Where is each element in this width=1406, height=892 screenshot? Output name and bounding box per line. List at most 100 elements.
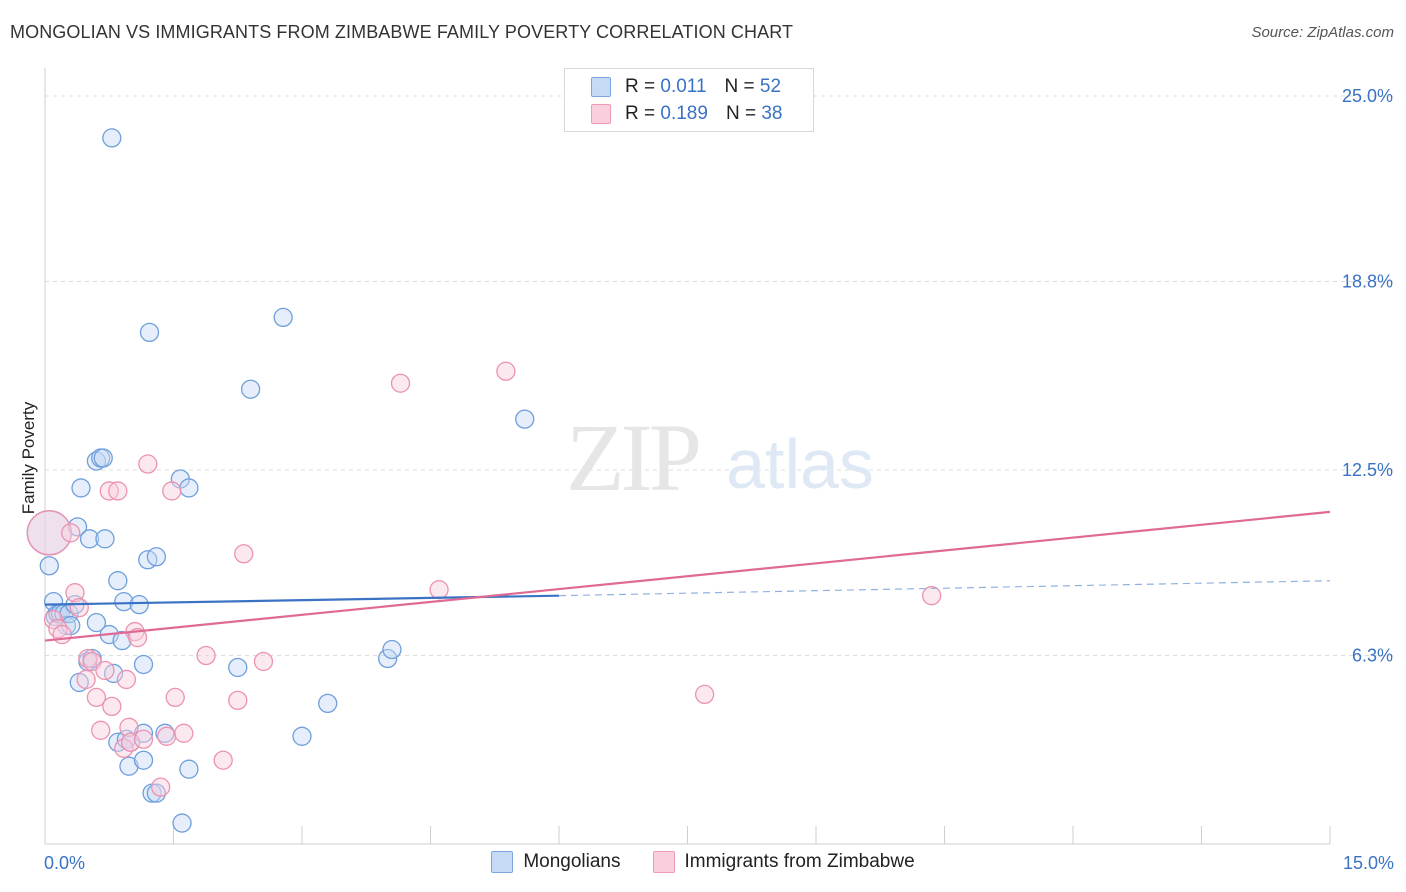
zimbabwe-point: [26, 510, 72, 556]
legend-row-mongolians: R = 0.011 N = 52: [591, 75, 781, 99]
mongolian-point: [79, 529, 100, 549]
mongolian-point: [382, 639, 402, 660]
zimbabwe-point: [196, 645, 216, 666]
zimbabwe-point: [228, 690, 248, 711]
y-axis-label: Family Poverty: [19, 401, 38, 515]
zimbabwe-point: [86, 687, 107, 708]
zimbabwe-point: [162, 481, 182, 501]
correlation-legend: R = 0.011 N = 52 R = 0.189 N = 38: [564, 68, 814, 132]
source-label: Source: ZipAtlas.com: [1251, 24, 1394, 41]
watermark: ZIP atlas: [566, 404, 874, 511]
legend-n-value: 52: [759, 76, 782, 97]
mongolian-point: [155, 723, 175, 743]
zimbabwe-point: [91, 720, 111, 740]
legend-swatch-zimbabwe: [652, 851, 675, 873]
mongolian-point: [172, 813, 192, 833]
legend-swatch-pink: [591, 104, 611, 124]
mongolian-point: [228, 657, 248, 678]
mongolian-point: [95, 529, 115, 549]
legend-n-label: N =: [724, 76, 755, 97]
mongolian-point: [102, 128, 122, 148]
legend-label-zimbabwe: Immigrants from Zimbabwe: [684, 851, 915, 872]
mongolian-point: [129, 594, 149, 615]
mongolian-point: [71, 478, 91, 498]
zimbabwe-point: [174, 723, 194, 743]
watermark-atlas: atlas: [726, 425, 874, 503]
y-tick-label: 6.3%: [1352, 646, 1393, 666]
legend-r-value: 0.189: [660, 103, 708, 124]
mongolian-point: [273, 307, 293, 328]
zimbabwe-point: [165, 687, 185, 708]
x-tick-label-max: 15.0%: [1343, 853, 1394, 873]
mongolian-point: [86, 612, 107, 633]
zimbabwe-point: [119, 717, 139, 737]
mongolian-point: [378, 648, 398, 669]
legend-n-value: 38: [761, 103, 783, 124]
zimbabwe-point: [76, 669, 96, 690]
legend-row-zimbabwe: R = 0.189 N = 38: [591, 102, 782, 126]
mongolian-point: [119, 756, 139, 776]
legend-r-label: R =: [625, 76, 656, 97]
zimbabwe-point: [496, 361, 516, 381]
trend-lines: [44, 510, 1331, 642]
zimbabwe-point: [108, 481, 128, 501]
mongolian-point: [93, 448, 113, 468]
legend-r-value: 0.011: [660, 76, 707, 97]
zimbabwe-point: [127, 627, 148, 648]
mongolian-point: [39, 556, 59, 576]
y-tick-label: 25.0%: [1342, 86, 1393, 106]
legend-n-label: N =: [725, 103, 757, 124]
mongolian-point: [139, 322, 160, 343]
mongolian-point: [146, 547, 167, 567]
legend-item-zimbabwe: Immigrants from Zimbabwe: [652, 851, 915, 873]
mongolian-point: [179, 478, 199, 498]
zimbabwe-point: [102, 696, 122, 717]
zimbabwe-point: [156, 726, 177, 746]
watermark-zip: ZIP: [566, 404, 699, 511]
zimbabwe-point: [429, 580, 449, 600]
y-tick-label: 12.5%: [1342, 460, 1393, 480]
zimbabwe-point: [61, 523, 81, 543]
mongolian-point: [515, 409, 535, 429]
mongolians-points: [26, 128, 535, 833]
mongolian-point: [114, 591, 134, 612]
legend-item-mongolians: Mongolians: [491, 851, 621, 873]
zimbabwe-point: [694, 684, 715, 705]
zimbabwe-point: [150, 777, 171, 797]
zimbabwe-point: [922, 586, 942, 606]
legend-label-mongolians: Mongolians: [523, 851, 621, 872]
zimbabwe-point: [69, 597, 89, 618]
zimbabwe-point: [390, 373, 411, 393]
zimbabwe-point: [213, 750, 233, 770]
series-legend: Mongolians Immigrants from Zimbabwe: [0, 851, 1406, 873]
legend-r-label: R =: [625, 103, 656, 124]
legend-swatch-blue: [591, 77, 611, 97]
mongolian-point: [240, 379, 261, 399]
zimbabwe-point: [253, 651, 274, 672]
mongolians-trend-extension: [558, 580, 1331, 597]
legend-swatch-mongolians: [491, 851, 514, 873]
zimbabwe-trend-line: [44, 510, 1331, 642]
mongolian-point: [133, 654, 154, 675]
mongolian-point: [108, 571, 128, 591]
mongolian-point: [292, 726, 312, 746]
zimbabwe-point: [234, 544, 254, 564]
axes: [44, 68, 1331, 845]
chart-title: MONGOLIAN VS IMMIGRANTS FROM ZIMBABWE FA…: [10, 22, 794, 42]
zimbabwe-point: [133, 729, 154, 749]
zimbabwe-point: [65, 583, 85, 603]
zimbabwe-point: [95, 660, 115, 681]
mongolian-point: [318, 693, 338, 714]
zimbabwe-point: [138, 454, 158, 474]
zimbabwe-points: [26, 361, 942, 797]
mongolian-point: [179, 759, 199, 779]
zimbabwe-point: [43, 609, 64, 630]
zimbabwe-point: [116, 669, 137, 690]
grid-lines: [45, 95, 1395, 657]
mongolian-point: [133, 750, 154, 770]
zimbabwe-point: [52, 624, 72, 645]
y-tick-label: 18.8%: [1342, 272, 1393, 292]
x-tick-label-min: 0.0%: [44, 853, 85, 873]
tick-labels: 6.3% 12.5% 18.8% 25.0% 0.0% 15.0%: [44, 86, 1394, 873]
